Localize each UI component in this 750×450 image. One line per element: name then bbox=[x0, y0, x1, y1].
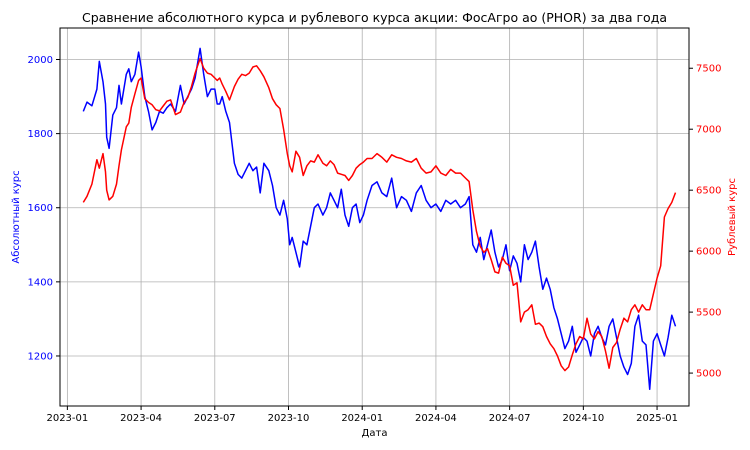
x-axis-label: Дата bbox=[362, 428, 388, 439]
x-tick-label: 2025-01 bbox=[636, 413, 678, 424]
series-lines bbox=[82, 47, 677, 391]
series-line-ruble bbox=[82, 57, 677, 372]
y-axis-left: 1200 1400 1600 1800 2000 bbox=[28, 55, 60, 362]
y-axis-right: 5000 5500 6000 6500 7000 7500 bbox=[689, 64, 721, 380]
x-tick-label: 2024-07 bbox=[489, 413, 531, 424]
y-right-tick-label: 7000 bbox=[696, 125, 721, 136]
y-left-tick-label: 2000 bbox=[28, 55, 53, 66]
x-tick-label: 2024-01 bbox=[341, 413, 383, 424]
chart-title: Сравнение абсолютного курса и рублевого … bbox=[82, 10, 667, 25]
x-axis: 2023-01 2023-04 2023-07 2023-10 2024-01 2024-… bbox=[46, 406, 678, 424]
series-line-absolute bbox=[82, 47, 677, 391]
plot-frame bbox=[59, 27, 690, 407]
grid bbox=[60, 28, 689, 406]
y-left-tick-label: 1600 bbox=[28, 203, 53, 214]
y-right-tick-label: 5000 bbox=[696, 369, 721, 380]
y-right-tick-label: 6000 bbox=[696, 247, 721, 258]
x-tick-label: 2023-07 bbox=[194, 413, 236, 424]
x-tick-label: 2024-04 bbox=[415, 413, 457, 424]
x-tick-label: 2023-04 bbox=[120, 413, 162, 424]
y-right-tick-label: 7500 bbox=[696, 64, 721, 75]
y-axis-left-label: Абсолютный курс bbox=[11, 170, 22, 263]
y-left-tick-label: 1400 bbox=[28, 277, 53, 288]
y-axis-right-label: Рублевый курс bbox=[727, 178, 738, 256]
x-tick-label: 2023-10 bbox=[268, 413, 310, 424]
y-left-tick-label: 1800 bbox=[28, 129, 53, 140]
x-tick-label: 2023-01 bbox=[46, 413, 88, 424]
x-tick-label: 2024-10 bbox=[562, 413, 604, 424]
y-right-tick-label: 5500 bbox=[696, 308, 721, 319]
y-left-tick-label: 1200 bbox=[28, 351, 53, 362]
y-right-tick-label: 6500 bbox=[696, 186, 721, 197]
